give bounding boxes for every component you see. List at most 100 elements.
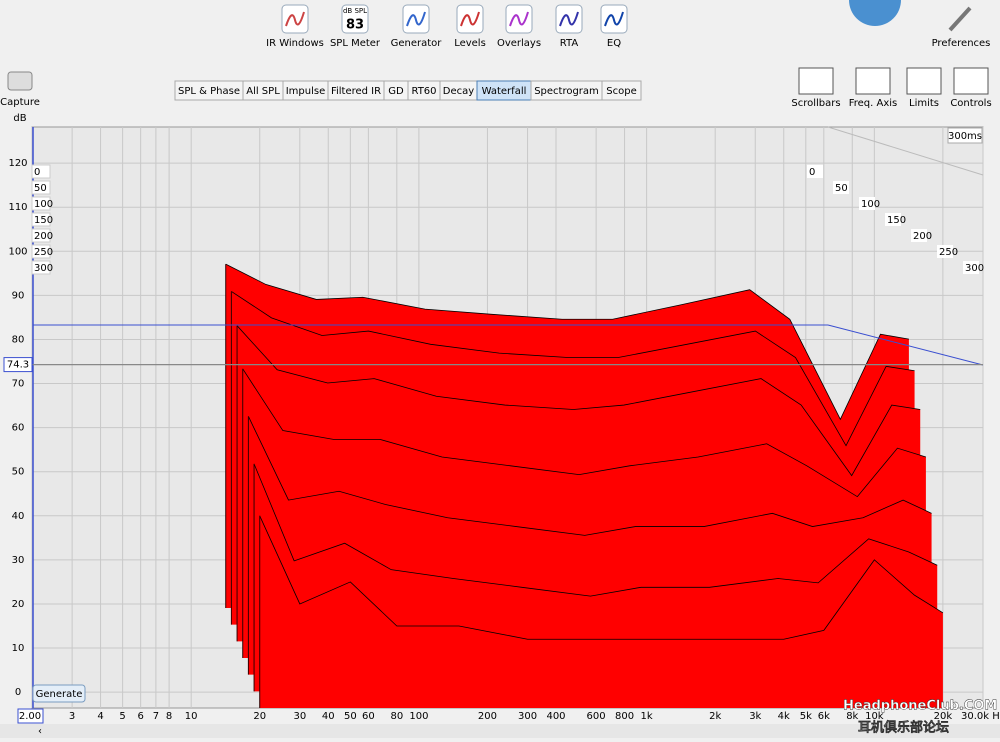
icon-glyph	[509, 11, 529, 27]
slider-label[interactable]: 0	[34, 167, 40, 178]
x-tick-label: 50	[344, 711, 357, 722]
toolbar-label[interactable]: Generator	[391, 38, 443, 49]
view-icon[interactable]	[855, 67, 891, 95]
view-icon[interactable]	[906, 67, 942, 95]
waterfall	[225, 263, 944, 708]
generate-button[interactable]	[32, 684, 86, 703]
slider-box[interactable]	[31, 164, 51, 179]
x-tick-label: 10k	[865, 711, 884, 722]
x-tick-label: 4k	[778, 711, 790, 722]
slider-box[interactable]	[31, 228, 51, 243]
slider-label[interactable]: 100	[34, 199, 53, 210]
x-tick-label: 40	[322, 711, 335, 722]
capture-icon[interactable]	[7, 71, 33, 91]
toolbar-label[interactable]: SPL Meter	[330, 38, 381, 49]
icon-glyph	[559, 11, 579, 27]
x-tick-label: 2k	[709, 711, 721, 722]
slice-fill	[259, 515, 943, 708]
time-tick-box	[911, 229, 927, 242]
slider-box[interactable]	[31, 180, 51, 195]
tab-label[interactable]: Decay	[443, 86, 474, 97]
x-start-box[interactable]	[17, 708, 44, 724]
tab-label[interactable]: GD	[388, 86, 404, 97]
time-label: 300ms	[948, 131, 982, 142]
slice-line	[259, 515, 944, 640]
slice-line	[225, 263, 909, 421]
tab-label[interactable]: All SPL	[246, 86, 280, 97]
scrollbar[interactable]	[0, 724, 1000, 738]
view-icon[interactable]	[798, 67, 834, 95]
slider-label[interactable]: 50	[34, 183, 47, 194]
slider-box[interactable]	[31, 260, 51, 275]
x-tick-label: 30	[293, 711, 306, 722]
tab-label[interactable]: Waterfall	[482, 86, 527, 97]
x-tick-label: 400	[546, 711, 565, 722]
icon-glyph	[604, 11, 624, 27]
y-unit: dB	[13, 113, 26, 124]
time-tick-label: 150	[887, 215, 906, 226]
capture-label[interactable]: Capture	[0, 97, 40, 108]
x-tick-label: 1k	[641, 711, 653, 722]
preferences-icon[interactable]	[948, 6, 972, 32]
y-tick-label: 0	[15, 687, 21, 698]
time-tick-label: 300	[965, 263, 984, 274]
spl-reading: 83	[346, 18, 364, 33]
toolbar-label[interactable]: RTA	[560, 38, 579, 49]
slider-box[interactable]	[31, 212, 51, 227]
toolbar-label[interactable]: Overlays	[497, 38, 541, 49]
slider-label[interactable]: 150	[34, 215, 53, 226]
y-tick-label: 10	[12, 643, 25, 654]
slider-box[interactable]	[31, 196, 51, 211]
view-label[interactable]: Freq. Axis	[849, 98, 898, 109]
view-label[interactable]: Scrollbars	[791, 98, 840, 109]
tab[interactable]	[601, 80, 642, 101]
x-tick-label: 10	[185, 711, 198, 722]
tab-label[interactable]: Impulse	[286, 86, 326, 97]
scroll-left[interactable]: ‹	[38, 726, 42, 737]
slice-line	[236, 325, 921, 477]
y-tick-label: 110	[8, 202, 27, 213]
view-label[interactable]: Controls	[950, 98, 991, 109]
slider-label[interactable]: 200	[34, 231, 53, 242]
time-tick-box	[807, 165, 823, 178]
x-tick-label: 6k	[818, 711, 830, 722]
preferences-label[interactable]: Preferences	[932, 38, 991, 49]
x-tick-label: 100	[409, 711, 428, 722]
tab-label[interactable]: RT60	[411, 86, 436, 97]
tab-label[interactable]: Filtered IR	[331, 86, 381, 97]
slider-label[interactable]: 250	[34, 247, 53, 258]
view-icon[interactable]	[953, 67, 989, 95]
tab-label[interactable]: Spectrogram	[534, 86, 599, 97]
toolbar-label[interactable]: EQ	[607, 38, 621, 49]
x-tick-label: 800	[615, 711, 634, 722]
slider-label[interactable]: 300	[34, 263, 53, 274]
toolbar-icon[interactable]	[341, 4, 369, 34]
view-label[interactable]: Limits	[909, 98, 939, 109]
x-tick-label: 20k	[934, 711, 953, 722]
x-tick-label: 5k	[800, 711, 812, 722]
x-tick-label: 600	[587, 711, 606, 722]
time-tick-box	[859, 197, 875, 210]
tab-label[interactable]: SPL & Phase	[178, 86, 240, 97]
icon-glyph	[406, 11, 426, 27]
x-tick-label: 5	[119, 711, 125, 722]
toolbar-label[interactable]: IR Windows	[266, 38, 324, 49]
slice-line	[231, 291, 915, 447]
tab-label[interactable]: Scope	[606, 86, 636, 97]
x-tick-label: 7	[153, 711, 159, 722]
slider-box[interactable]	[31, 244, 51, 259]
y-tick-label: 30	[12, 555, 25, 566]
x-tick-label: 300	[518, 711, 537, 722]
x-tick-label: 200	[478, 711, 497, 722]
generate-label[interactable]: Generate	[36, 689, 83, 700]
y-tick-label: 100	[8, 246, 27, 257]
perspective-edge	[827, 126, 984, 176]
y-tick-label: 120	[8, 158, 27, 169]
toolbar-label[interactable]: Levels	[454, 38, 486, 49]
y-tick-label: 60	[12, 423, 25, 434]
slice-line	[253, 463, 938, 597]
y-tick-label: 90	[12, 290, 25, 301]
time-tick-label: 250	[939, 247, 958, 258]
